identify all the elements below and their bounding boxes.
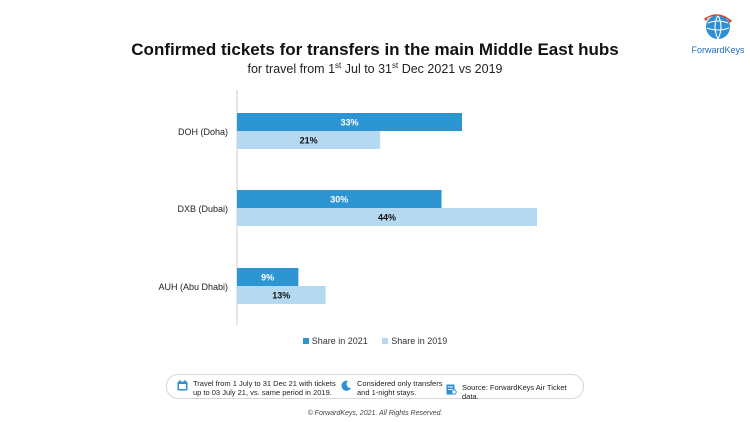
data-label: 30% (330, 195, 348, 205)
chart-subtitle: for travel from 1st Jul to 31st Dec 2021… (247, 61, 503, 77)
data-label: 44% (378, 213, 396, 223)
category-label: DXB (Dubai) (177, 204, 228, 214)
legend-swatch-2019 (382, 338, 389, 344)
note-travel-period: Travel from 1 July to 31 Dec 21 with tic… (177, 379, 336, 397)
bar-chart: DOH (Doha) 33% 21% DXB (Dubai) 30% 44% AUH (Ab… (158, 90, 537, 325)
data-label: 33% (340, 118, 358, 128)
bar (237, 190, 442, 208)
document-icon (446, 384, 457, 395)
copyright-footer: © ForwardKeys, 2021. All Rights Reserved… (307, 410, 443, 417)
calendar-icon (177, 380, 188, 391)
bar (237, 208, 537, 226)
chart-legend: Share in 2021 Share in 2019 (0, 336, 750, 346)
bar (237, 286, 326, 304)
logo-text: ForwardKeys (691, 45, 745, 55)
moon-icon (341, 380, 351, 391)
note-transfers: Considered only transfers and 1-night sta… (341, 379, 442, 397)
globe-icon (704, 14, 732, 40)
data-label: 21% (300, 136, 318, 146)
legend-label-2019: Share in 2019 (391, 336, 448, 346)
category-label: DOH (Doha) (178, 127, 228, 137)
legend-label-2021: Share in 2021 (311, 336, 368, 346)
chart-title: Confirmed tickets for transfers in the m… (131, 40, 619, 59)
bar (237, 131, 381, 149)
legend-item-2019: Share in 2019 (382, 336, 447, 346)
data-label: 9% (261, 273, 274, 283)
legend-item-2021: Share in 2021 (302, 336, 368, 346)
notes-box: Travel from 1 July to 31 Dec 21 with tic… (166, 374, 584, 401)
note-source: Source: ForwardKeys Air Ticket data. (446, 383, 583, 401)
category-label: AUH (Abu Dhabi) (158, 282, 228, 292)
bar (237, 268, 299, 286)
data-label: 13% (272, 291, 290, 301)
legend-swatch-2021 (302, 338, 309, 344)
forwardkeys-logo: ForwardKeys (688, 12, 748, 55)
bar (237, 113, 462, 131)
